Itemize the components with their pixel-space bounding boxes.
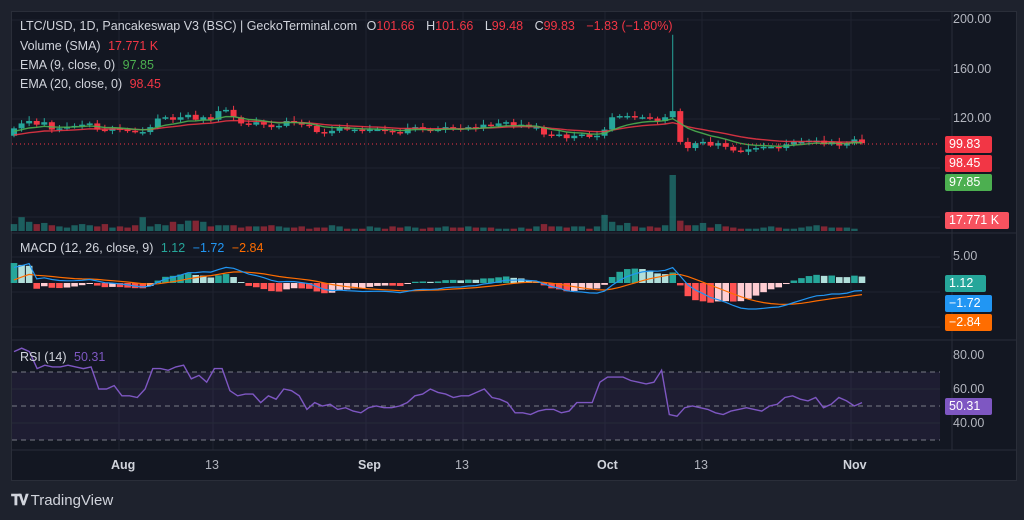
macd-line-value: −1.72 xyxy=(192,241,225,255)
time-tick-5: 13 xyxy=(694,458,708,472)
macd-tick-5: 5.00 xyxy=(953,249,978,263)
macd-hist-value: 1.12 xyxy=(160,241,186,255)
low-label: L xyxy=(484,19,492,33)
rsi-tag: 50.31 xyxy=(945,398,992,415)
open-value: 101.66 xyxy=(376,19,415,33)
close-value: 99.83 xyxy=(543,19,575,33)
macd-label: MACD (12, 26, close, 9) xyxy=(20,241,154,255)
ema20-price-tag: 98.45 xyxy=(945,155,992,172)
rsi-value: 50.31 xyxy=(74,350,106,364)
time-tick-4: Oct xyxy=(597,458,618,472)
macd-line-tag: −1.72 xyxy=(945,295,992,312)
rsi-tick-40: 40.00 xyxy=(953,416,985,430)
symbol-title: LTC/USD, 1D, Pancakeswap V3 (BSC) | Geck… xyxy=(20,19,358,33)
ema20-label: EMA (20, close, 0) xyxy=(20,77,123,91)
price-tick-200: 200.00 xyxy=(953,12,992,26)
ema20-legend[interactable]: EMA (20, close, 0) 98.45 xyxy=(20,75,165,94)
low-value: 99.48 xyxy=(491,19,524,33)
volume-legend[interactable]: Volume (SMA) 17.771 K xyxy=(20,37,162,56)
ema9-legend[interactable]: EMA (9, close, 0) 97.85 xyxy=(20,56,158,75)
ema20-value: 98.45 xyxy=(129,77,161,91)
macd-signal-tag: −2.84 xyxy=(945,314,992,331)
close-label: C xyxy=(534,19,544,33)
price-tick-160: 160.00 xyxy=(953,62,992,76)
ema9-value: 97.85 xyxy=(122,58,154,72)
time-tick-3: 13 xyxy=(455,458,469,472)
tradingview-logo-icon: 𝐓𝐕 xyxy=(11,492,29,509)
high-value: 101.66 xyxy=(435,19,474,33)
time-tick-2: Sep xyxy=(358,458,381,472)
rsi-tick-60: 60.00 xyxy=(953,382,985,396)
macd-hist-tag: 1.12 xyxy=(945,275,986,292)
tradingview-brand[interactable]: 𝐓𝐕 TradingView xyxy=(11,492,113,509)
price-tick-120: 120.00 xyxy=(953,111,992,125)
rsi-tick-80: 80.00 xyxy=(953,348,985,362)
time-tick-1: 13 xyxy=(205,458,219,472)
main-legend: LTC/USD, 1D, Pancakeswap V3 (BSC) | Geck… xyxy=(20,17,677,36)
rsi-legend[interactable]: RSI (14) 50.31 xyxy=(20,348,109,367)
high-label: H xyxy=(426,19,436,33)
ema9-price-tag: 97.85 xyxy=(945,174,992,191)
volume-label: Volume (SMA) xyxy=(20,39,101,53)
time-tick-0: Aug xyxy=(111,458,136,472)
macd-legend[interactable]: MACD (12, 26, close, 9) 1.12 −1.72 −2.84 xyxy=(20,239,267,258)
volume-value: 17.771 K xyxy=(108,39,159,53)
close-price-tag: 99.83 xyxy=(945,136,992,153)
open-label: O xyxy=(366,19,377,33)
brand-name: TradingView xyxy=(30,492,114,509)
rsi-label: RSI (14) xyxy=(20,350,67,364)
change-value: −1.83 (−1.80%) xyxy=(586,19,673,33)
ema9-label: EMA (9, close, 0) xyxy=(20,58,116,72)
volume-tag: 17.771 K xyxy=(945,212,1009,229)
macd-signal-value: −2.84 xyxy=(231,241,264,255)
time-tick-6: Nov xyxy=(843,458,867,472)
